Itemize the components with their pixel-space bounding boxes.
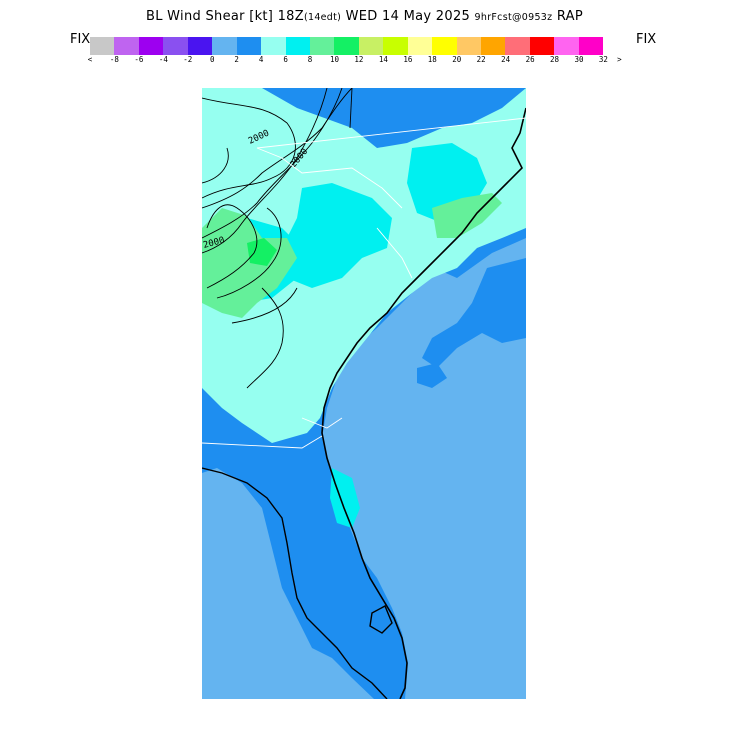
colorbar-tick-label: < [87,55,93,64]
colorbar-swatch [505,37,530,55]
colorbar-swatch [578,37,604,55]
colorbar-swatch [261,37,286,55]
colorbar-tick-label: 30 [574,55,584,64]
colorbar-tick-label: 4 [258,55,264,64]
colorbar-swatch [383,37,408,55]
colorbar-tick-label: -8 [109,55,119,64]
title-main: BL Wind Shear [kt] 18Z [145,9,304,24]
colorbar-swatch [334,37,359,55]
state-borders [202,117,526,449]
colorbar-tick-label: -6 [134,55,144,64]
colorbar-tick-label: 26 [525,55,535,64]
colorbar-right-label: FIX [636,32,657,47]
colorbar-swatch [456,37,481,55]
ocean-shear-patches [422,258,526,368]
colorbar-tick-label: 6 [283,55,288,64]
high-shear-patch-carolinas [282,183,392,288]
colorbar [90,37,604,55]
colorbar-swatch [432,37,457,55]
shear-map: 2000 2000 2000 [202,88,526,699]
colorbar-swatch [554,37,579,55]
colorbar-swatch [407,37,433,55]
colorbar-swatch [212,37,237,55]
chart-title: BL Wind Shear [kt] 18Z(14edt) WED 14 May… [0,9,729,24]
colorbar-tick-label: 18 [427,55,437,64]
colorbar-swatch [236,37,262,55]
colorbar-tick-label: 32 [598,55,608,64]
colorbar-tick-label: 22 [476,55,486,64]
colorbar-swatch [138,37,164,55]
colorbar-tick-label: 28 [550,55,560,64]
colorbar-swatch [481,37,506,55]
high-shear-patch-florida [330,468,360,528]
colorbar-swatch [163,37,188,55]
lake-okeechobee [369,605,393,634]
gulf-coastline [202,467,388,699]
colorbar-tick-label: 8 [307,55,313,64]
colorbar-tick-label: 0 [209,55,215,64]
colorbar-tick-label: 12 [354,55,364,64]
colorbar-tick-label: 14 [378,55,388,64]
colorbar-swatch [90,37,115,55]
colorbar-left-label: FIX [70,32,91,47]
title-forecast: 9hrFcst@0953z [474,12,553,23]
colorbar-swatch [358,37,384,55]
colorbar-tick-label: 24 [501,55,511,64]
colorbar-swatch [114,37,139,55]
colorbar-tick-label: > [617,55,622,64]
colorbar-swatch [529,37,555,55]
colorbar-ticks: < -8 -6 -4 -2 0 2 4 6 8 10 12 14 16 18 20 22 24 26 28 30 32 > [0,55,729,67]
title-local: (14edt) [303,12,342,23]
colorbar-tick-label: -2 [183,55,193,64]
title-model: RAP [556,9,584,24]
colorbar-tick-label: 2 [234,55,239,64]
colorbar-tick-label: 16 [403,55,413,64]
contour-lines [202,88,353,389]
green-patch-coast [432,193,502,238]
colorbar-swatch [285,37,310,55]
colorbar-tick-label: -4 [158,55,168,64]
map-panel: 2000 2000 2000 [202,88,526,699]
ocean-shear-blocks-south [417,363,447,388]
coastline [321,107,526,699]
colorbar-tick-label: 10 [329,55,340,64]
colorbar-swatch [187,37,213,55]
green-patch-peak [247,238,277,266]
title-date: WED 14 May 2025 [345,9,471,24]
green-patch-southwest [202,208,297,318]
colorbar-tick-label: 20 [452,55,462,64]
colorbar-swatch [309,37,335,55]
